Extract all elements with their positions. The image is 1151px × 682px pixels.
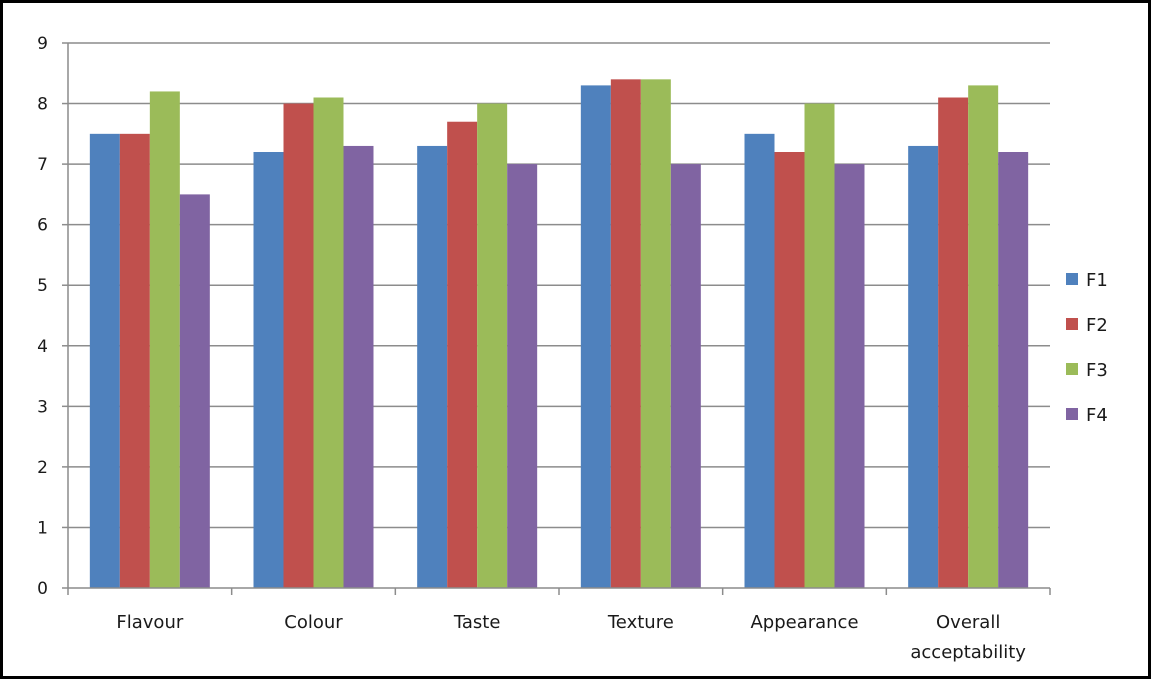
y-tick-label: 2: [37, 458, 48, 478]
y-tick-label: 7: [37, 155, 48, 175]
legend-label-f1: F1: [1086, 270, 1108, 291]
bars: [89, 79, 1029, 589]
gridlines: [68, 42, 1050, 529]
bar-f1-texture: [580, 85, 611, 588]
x-tick-label: Appearance: [750, 612, 858, 633]
y-tick-label: 6: [37, 216, 48, 236]
legend-label-f2: F2: [1086, 315, 1108, 336]
legend-label-f4: F4: [1086, 405, 1108, 426]
bar-f2-appearance: [774, 152, 805, 588]
bar-f4-texture: [670, 164, 701, 588]
bar-f3-taste: [477, 103, 508, 589]
legend-swatch-f2: [1066, 318, 1078, 330]
bar-f3-appearance: [804, 103, 835, 589]
bar-f1-overall-acceptability: [908, 145, 939, 588]
x-tick-label-line: Overall: [936, 612, 1000, 633]
bar-f1-taste: [417, 145, 448, 588]
x-tick-label: Taste: [453, 612, 501, 633]
bar-chart: 0 1 2 3 4 5 6 7 8 9 Flavour Colour Taste Texture Appe…: [37, 34, 1108, 663]
x-tick-label: Texture: [607, 612, 674, 633]
bar-f4-overall-acceptability: [998, 152, 1029, 588]
bar-f1-appearance: [744, 133, 775, 589]
bar-f4-colour: [343, 145, 374, 588]
bar-f3-flavour: [149, 91, 180, 588]
x-tick-label-line: Appearance: [750, 612, 858, 633]
y-axis: 0 1 2 3 4 5 6 7 8 9: [37, 34, 69, 599]
legend-label-f3: F3: [1086, 360, 1108, 381]
bar-f3-texture: [640, 79, 671, 588]
y-tick-label: 4: [37, 337, 48, 357]
x-tick-label-line: Taste: [453, 612, 501, 633]
bar-f2-flavour: [119, 133, 150, 589]
legend: F1 F2 F3 F4: [1066, 270, 1108, 426]
x-tick-label: Flavour: [116, 612, 183, 633]
x-tick-label: Overall acceptability: [910, 612, 1026, 663]
x-axis: Flavour Colour Taste Texture Appearance Overa…: [67, 587, 1051, 663]
y-tick-label: 8: [37, 95, 48, 115]
y-tick-label: 3: [37, 397, 48, 417]
bar-f1-flavour: [89, 133, 120, 589]
bar-f1-colour: [253, 152, 284, 588]
bar-f3-colour: [313, 97, 344, 588]
y-tick-label: 0: [37, 579, 48, 599]
bar-f2-texture: [610, 79, 641, 588]
bar-f2-overall-acceptability: [938, 97, 969, 588]
x-tick-label-line: acceptability: [910, 642, 1026, 663]
y-tick-label: 1: [37, 518, 48, 538]
legend-swatch-f4: [1066, 408, 1078, 420]
bar-f4-appearance: [834, 164, 865, 588]
bar-f2-taste: [447, 121, 478, 588]
x-tick-label-line: Texture: [607, 612, 674, 633]
bar-f3-overall-acceptability: [968, 85, 999, 588]
y-tick-label: 9: [37, 34, 48, 54]
bar-f4-flavour: [179, 194, 210, 588]
y-tick-label: 5: [37, 276, 48, 296]
x-tick-label-line: Flavour: [116, 612, 183, 633]
x-tick-label-line: Colour: [284, 612, 343, 633]
legend-swatch-f3: [1066, 363, 1078, 375]
bar-f2-colour: [283, 103, 314, 589]
legend-swatch-f1: [1066, 273, 1078, 285]
bar-f4-taste: [507, 164, 538, 588]
x-tick-label: Colour: [284, 612, 343, 633]
